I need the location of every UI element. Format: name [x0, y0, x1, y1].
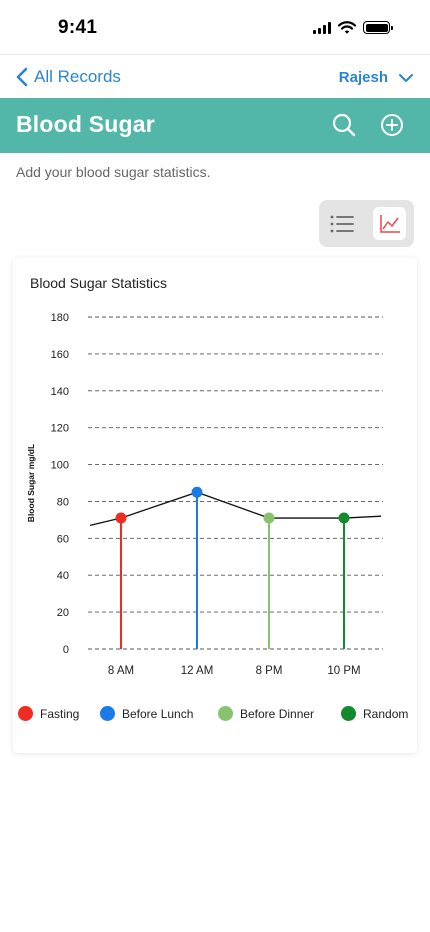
x-tick-label: 12 AM — [181, 665, 214, 677]
x-tick-label: 8 AM — [108, 665, 134, 677]
x-tick-label: 8 PM — [256, 665, 283, 677]
series-line — [89, 491, 382, 527]
plus-circle-icon — [381, 114, 403, 136]
legend-label: Fasting — [40, 706, 80, 721]
legend-item-before-lunch: Before Lunch — [100, 706, 193, 721]
legend-swatch — [18, 706, 33, 721]
y-tick-label: 40 — [57, 570, 69, 582]
y-tick-label: 160 — [51, 349, 69, 361]
search-icon — [332, 113, 356, 137]
chart-card: Blood Sugar Statistics 0 20 40 60 80 100 120 14… — [13, 258, 417, 753]
page-title: Blood Sugar — [16, 111, 155, 137]
back-label: All Records — [34, 67, 121, 86]
line-chart-icon — [379, 214, 400, 233]
legend-item-before-dinner: Before Dinner — [218, 706, 314, 721]
y-tick-label: 140 — [51, 386, 69, 398]
navigation-bar: All Records Rajesh — [0, 54, 430, 99]
legend-swatch — [341, 706, 356, 721]
chart-view-button[interactable] — [373, 207, 406, 240]
wifi-icon — [338, 21, 356, 34]
y-tick-label: 0 — [63, 644, 69, 656]
chevron-left-icon — [16, 67, 28, 87]
user-name: Rajesh — [338, 69, 388, 86]
status-time: 9:41 — [58, 17, 98, 38]
legend-item-random: Random — [341, 706, 408, 721]
list-icon — [330, 215, 354, 232]
point-before-lunch — [191, 486, 203, 498]
add-record-button[interactable] — [378, 111, 406, 139]
status-bar: 9:41 — [0, 0, 430, 54]
list-view-button[interactable] — [325, 207, 358, 240]
chevron-down-icon — [399, 73, 413, 82]
blood-sugar-chart: 0 20 40 60 80 100 120 140 160 180 Blood Sugar mg/d… — [26, 312, 383, 677]
back-to-all-records-button[interactable]: All Records — [16, 67, 121, 87]
y-tick-label: 20 — [57, 607, 69, 619]
legend-label: Random — [363, 706, 409, 721]
page-header: Blood Sugar — [0, 98, 430, 153]
page-subtitle: Add your blood sugar statistics. — [16, 164, 211, 180]
x-tick-label: 10 PM — [327, 665, 360, 677]
chart-title: Blood Sugar Statistics — [30, 275, 167, 291]
y-tick-label: 180 — [51, 312, 69, 324]
y-tick-label: 120 — [51, 423, 69, 435]
point-fasting — [115, 512, 127, 524]
cellular-signal-icon — [313, 21, 331, 34]
point-random — [338, 512, 350, 524]
legend-item-fasting: Fasting — [18, 706, 79, 721]
y-tick-label: 60 — [57, 533, 69, 545]
view-toggle — [319, 200, 414, 247]
user-selector[interactable]: Rajesh — [339, 69, 414, 86]
search-button[interactable] — [330, 111, 358, 139]
legend-label: Before Lunch — [122, 706, 194, 721]
point-before-dinner — [263, 512, 275, 524]
status-icons — [313, 21, 393, 34]
y-axis-label: Blood Sugar mg/dL — [26, 444, 36, 522]
battery-icon — [363, 21, 393, 34]
y-tick-label: 100 — [51, 460, 69, 472]
chart-legend: Fasting Before Lunch Before Dinner Random — [13, 706, 417, 726]
legend-swatch — [100, 706, 115, 721]
y-tick-label: 80 — [57, 496, 69, 508]
legend-swatch — [218, 706, 233, 721]
legend-label: Before Dinner — [240, 706, 315, 721]
